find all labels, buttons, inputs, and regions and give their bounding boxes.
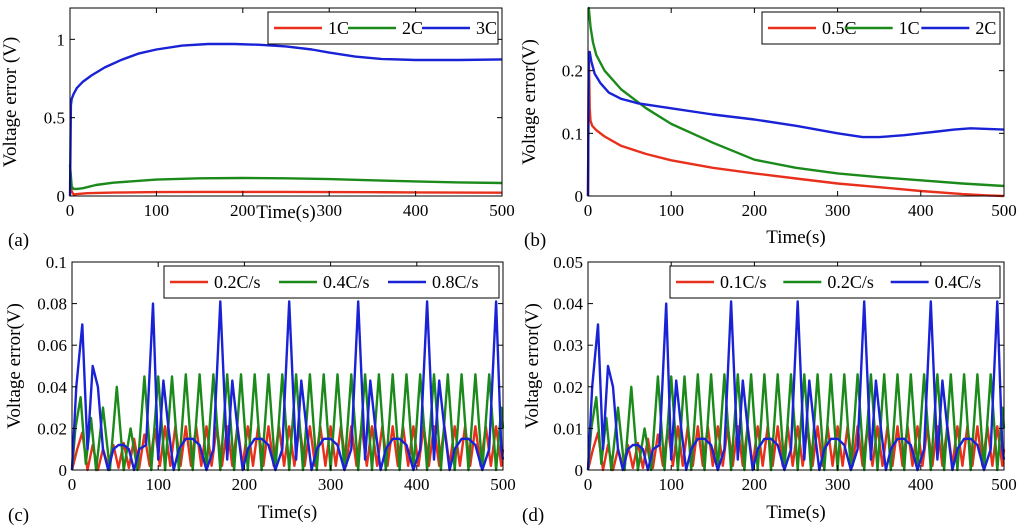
x-axis-label: Time(s) (256, 202, 315, 223)
y-tick-label: 0.05 (553, 253, 583, 272)
legend-box (163, 265, 500, 299)
x-tick-label: 100 (658, 475, 684, 494)
x-tick-label: 0 (68, 475, 77, 494)
y-tick-label: 0 (575, 461, 584, 480)
y-tick-label: 0.03 (553, 336, 583, 355)
y-axis-label: Voltage error(V) (522, 303, 543, 429)
y-tick-label: 0.1 (562, 124, 583, 143)
panel-4: 0 100 200 300 400 500 0 0.01 0.02 0.03 0.04 0.05 Tim… (522, 253, 1017, 526)
x-tick-label: 500 (991, 201, 1017, 220)
legend-label: 1C (328, 18, 349, 38)
x-tick-label: 300 (825, 201, 851, 220)
x-tick-label: 300 (825, 475, 851, 494)
legend-label: 0.4C/s (935, 272, 982, 292)
legend-label: 0.2C/s (214, 272, 261, 292)
y-tick-label: 0.04 (553, 295, 583, 314)
y-tick-label: 0 (59, 461, 68, 480)
series-line-2c (586, 50, 1005, 197)
x-tick-label: 400 (403, 201, 429, 220)
series-line-0-2c-s (70, 425, 505, 472)
x-tick-label: 500 (489, 201, 515, 220)
y-tick-label: 0.02 (553, 378, 583, 397)
x-tick-label: 200 (230, 201, 256, 220)
legend: 0.5C 1C 2C (761, 11, 1001, 45)
y-tick-label: 1 (57, 30, 66, 49)
series-line-1c (587, 6, 1005, 188)
x-tick-label: 200 (232, 475, 258, 494)
y-tick-label: 0.2 (562, 62, 583, 81)
y-tick-label: 0.08 (37, 295, 67, 314)
x-axis-label: Time(s) (258, 502, 317, 523)
y-tick-label: 0 (57, 187, 66, 206)
y-tick-label: 0.04 (37, 378, 67, 397)
y-axis-label: Voltage error (V) (0, 37, 21, 168)
panel-letter: (a) (8, 230, 29, 251)
y-tick-label: 0.01 (553, 419, 583, 438)
legend-label: 0.1C/s (720, 272, 767, 292)
legend: 0.1C/s 0.2C/s 0.4C/s (669, 265, 1001, 299)
x-tick-label: 100 (145, 475, 171, 494)
legend: 0.2C/s 0.4C/s 0.8C/s (163, 265, 500, 299)
panel-letter: (d) (522, 505, 544, 526)
x-tick-label: 400 (908, 201, 934, 220)
plot-frame (69, 7, 503, 197)
x-tick-label: 400 (404, 475, 430, 494)
panel-letter: (b) (524, 230, 546, 251)
x-tick-label: 300 (318, 475, 344, 494)
legend-label: 0.5C (822, 18, 857, 38)
panel-3: 0 100 200 300 400 500 0 0.02 0.04 0.06 0.08 0.1 Time… (4, 253, 516, 526)
x-tick-label: 100 (658, 201, 684, 220)
x-tick-label: 500 (991, 475, 1017, 494)
y-axis-label: Voltage error(V) (4, 303, 25, 429)
x-tick-label: 100 (144, 201, 170, 220)
series-line-3c (68, 42, 503, 197)
y-tick-label: 0.02 (37, 419, 67, 438)
legend-label: 2C (975, 18, 996, 38)
x-axis-label: Time(s) (766, 227, 825, 248)
x-tick-label: 300 (316, 201, 342, 220)
plot-frame (587, 261, 1005, 471)
y-tick-label: 0.5 (44, 109, 65, 128)
panel-2: 0 100 200 300 400 500 0 0.1 0.2 Time(s) Voltage er… (519, 6, 1017, 251)
legend-label: 1C (899, 18, 920, 38)
legend: 1C 2C 3C (267, 11, 499, 45)
panel-1: 0 100 200 300 400 500 0 0.5 1 Time(s) Voltage erro… (0, 7, 515, 251)
legend-label: 0.2C/s (827, 272, 874, 292)
legend-box (669, 265, 1001, 299)
x-tick-label: 0 (66, 201, 75, 220)
legend-label: 2C (402, 18, 423, 38)
legend-label: 3C (476, 18, 497, 38)
legend-label: 0.8C/s (432, 272, 479, 292)
x-tick-label: 200 (742, 201, 768, 220)
plot-frame (587, 7, 1005, 197)
x-tick-label: 400 (908, 475, 934, 494)
x-axis-label: Time(s) (766, 502, 825, 523)
panel-letter: (c) (8, 505, 29, 526)
y-axis-label: Voltage error(V) (519, 39, 540, 165)
plot-frame (71, 261, 504, 471)
x-tick-label: 0 (584, 201, 593, 220)
y-tick-label: 0 (575, 187, 584, 206)
series-line-2c (68, 164, 503, 191)
x-tick-label: 500 (490, 475, 516, 494)
y-tick-label: 0.06 (37, 336, 67, 355)
legend-label: 0.4C/s (323, 272, 370, 292)
series-line-0-1c-s (586, 425, 1006, 472)
x-tick-label: 200 (742, 475, 768, 494)
series-line-0-5c (586, 50, 1005, 198)
x-tick-label: 0 (584, 475, 593, 494)
series-line-1c (68, 181, 503, 196)
y-tick-label: 0.1 (46, 253, 67, 272)
